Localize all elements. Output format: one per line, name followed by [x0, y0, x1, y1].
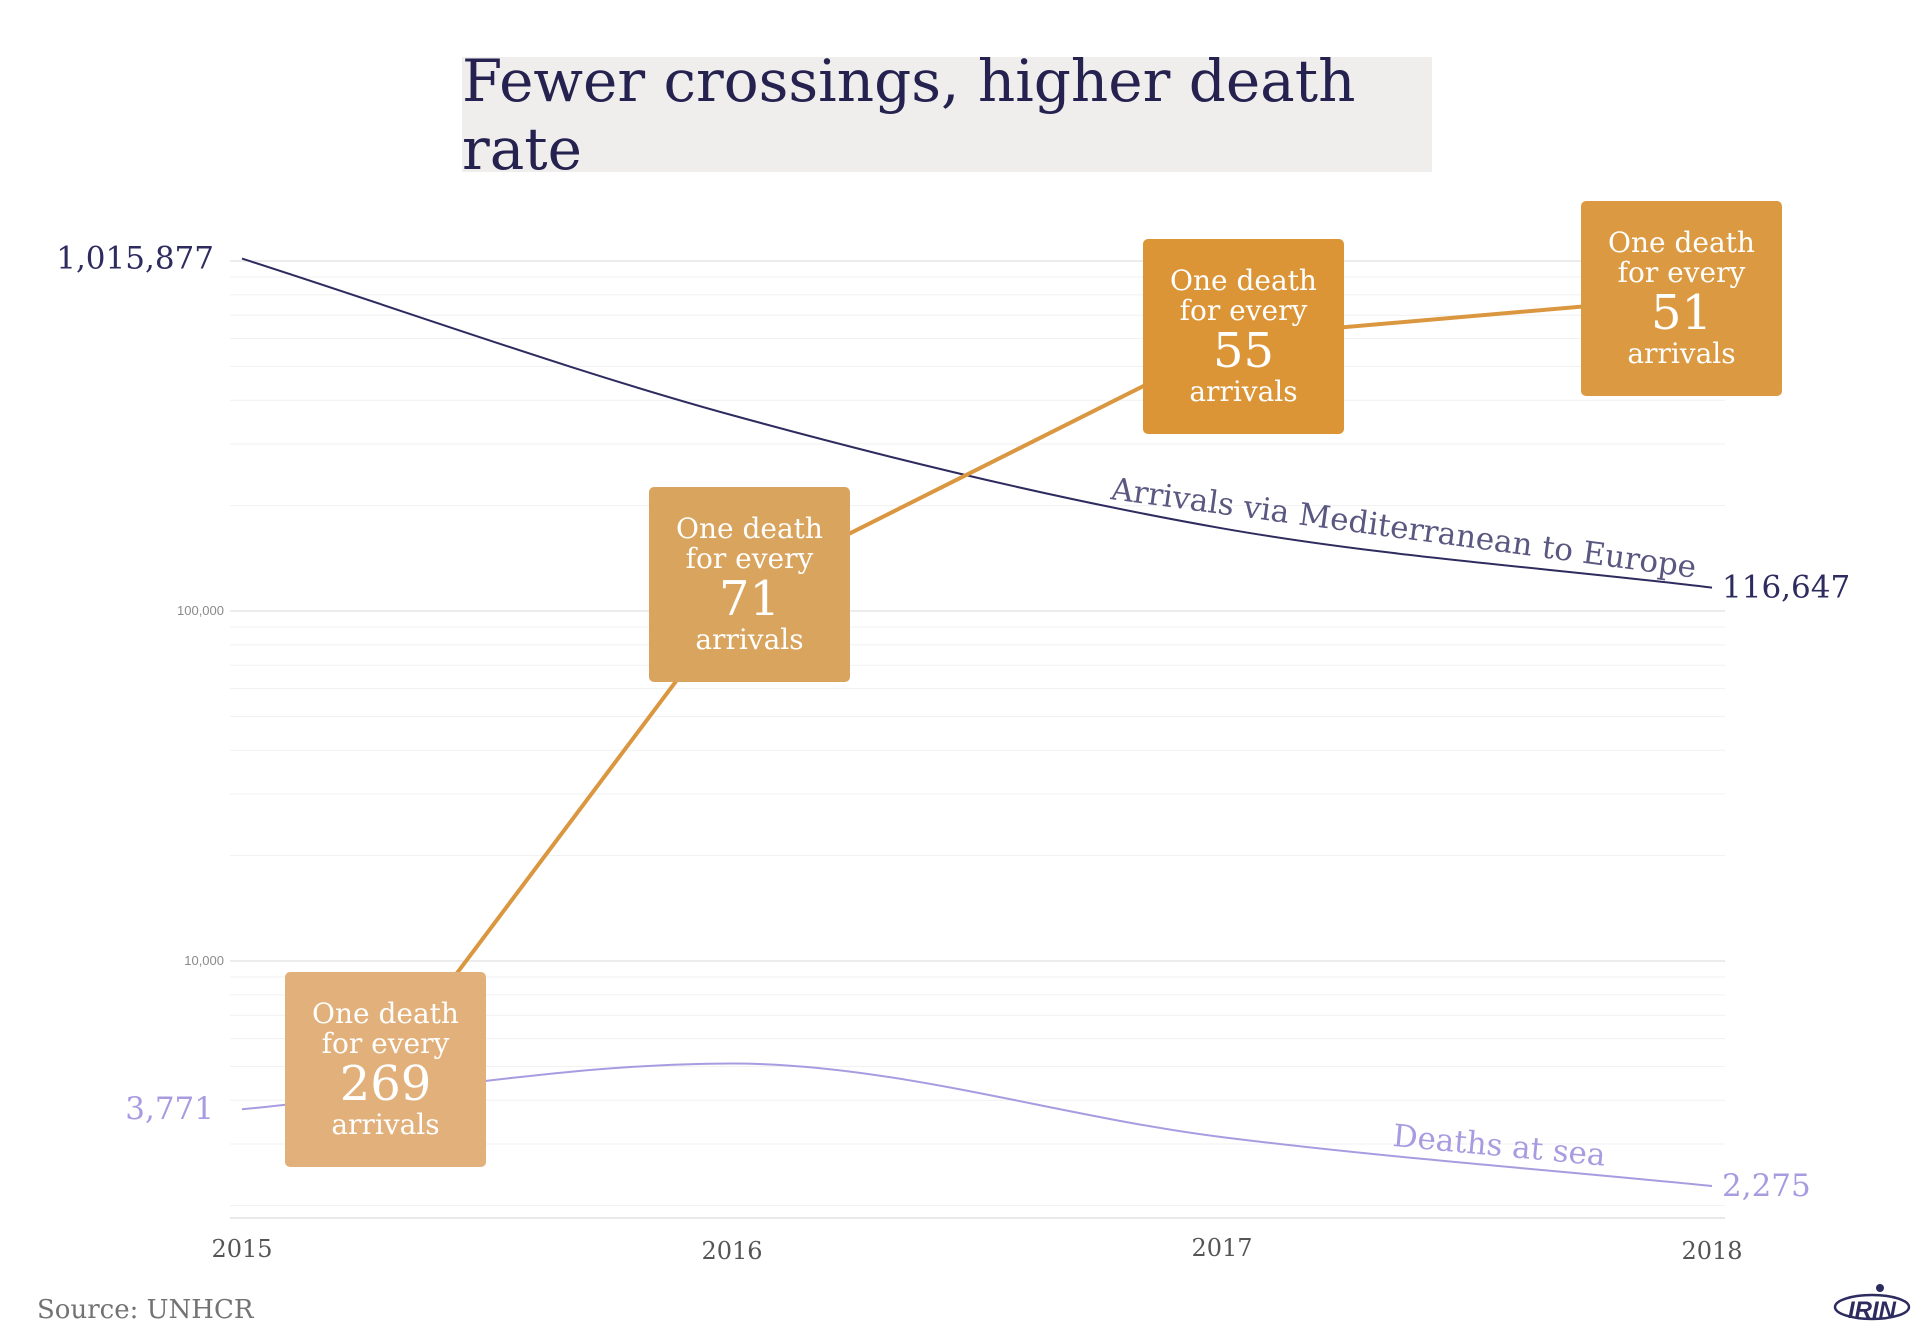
chart-title: Fewer crossings, higher death rate	[462, 46, 1356, 183]
ratio-box-line3: arrivals	[331, 1108, 440, 1142]
series-lines	[241, 257, 1713, 1188]
ratio-line	[383, 296, 1682, 1071]
x-axis: 2015 2016 2017 2018	[211, 1234, 1742, 1265]
ratio-box-2018: One death for every 51 arrivals	[1581, 201, 1782, 396]
series-start-label: 1,015,877	[56, 241, 214, 277]
ratio-box-line2: for every	[1617, 255, 1746, 289]
ratio-box-number: 269	[339, 1056, 432, 1113]
ratio-box-2015: One death for every 269 arrivals	[285, 972, 486, 1167]
svg-text:IRIN: IRIN	[1848, 1297, 1897, 1324]
series-name-label: Arrivals via Mediterranean to Europe	[1108, 471, 1699, 586]
ratio-box-number: 71	[718, 571, 781, 628]
ratio-box-line1: One death	[1608, 226, 1755, 260]
x-tick-label: 2017	[1191, 1234, 1252, 1262]
series-start-label: 3,771	[125, 1091, 214, 1127]
y-tick-label: 10,000	[184, 953, 224, 968]
x-tick-label: 2016	[701, 1237, 762, 1265]
series-line-deaths	[241, 1062, 1713, 1188]
ratio-box-line2: for every	[321, 1026, 450, 1060]
ratio-box-2016: One death for every 71 arrivals	[649, 487, 850, 682]
y-tick-labels: 10,000 100,000	[177, 603, 224, 968]
ratio-box-line3: arrivals	[1627, 337, 1736, 371]
title-box: Fewer crossings, higher death rate	[462, 47, 1432, 183]
ratio-box-line2: for every	[1179, 293, 1308, 327]
y-tick-label: 100,000	[177, 603, 224, 618]
irin-logo: IRIN	[1833, 1284, 1911, 1324]
series-line-arrivals	[241, 257, 1713, 589]
source-note: Source: UNHCR	[37, 1295, 254, 1325]
ratio-box-line1: One death	[676, 512, 823, 546]
ratio-box-number: 55	[1212, 323, 1275, 380]
series-end-label: 2,275	[1722, 1168, 1811, 1204]
ratio-box-line1: One death	[312, 997, 459, 1031]
ratio-box-2017: One death for every 55 arrivals	[1143, 239, 1344, 434]
ratio-box-line1: One death	[1170, 264, 1317, 298]
ratio-box-number: 51	[1650, 285, 1713, 342]
ratio-box-line3: arrivals	[1189, 375, 1298, 409]
x-tick-label: 2018	[1681, 1237, 1742, 1265]
x-tick-label: 2015	[211, 1235, 272, 1263]
ratio-box-line3: arrivals	[695, 623, 804, 657]
ratio-line-group	[383, 296, 1682, 1071]
series-end-label: 116,647	[1722, 570, 1850, 606]
ratio-box-line2: for every	[685, 541, 814, 575]
